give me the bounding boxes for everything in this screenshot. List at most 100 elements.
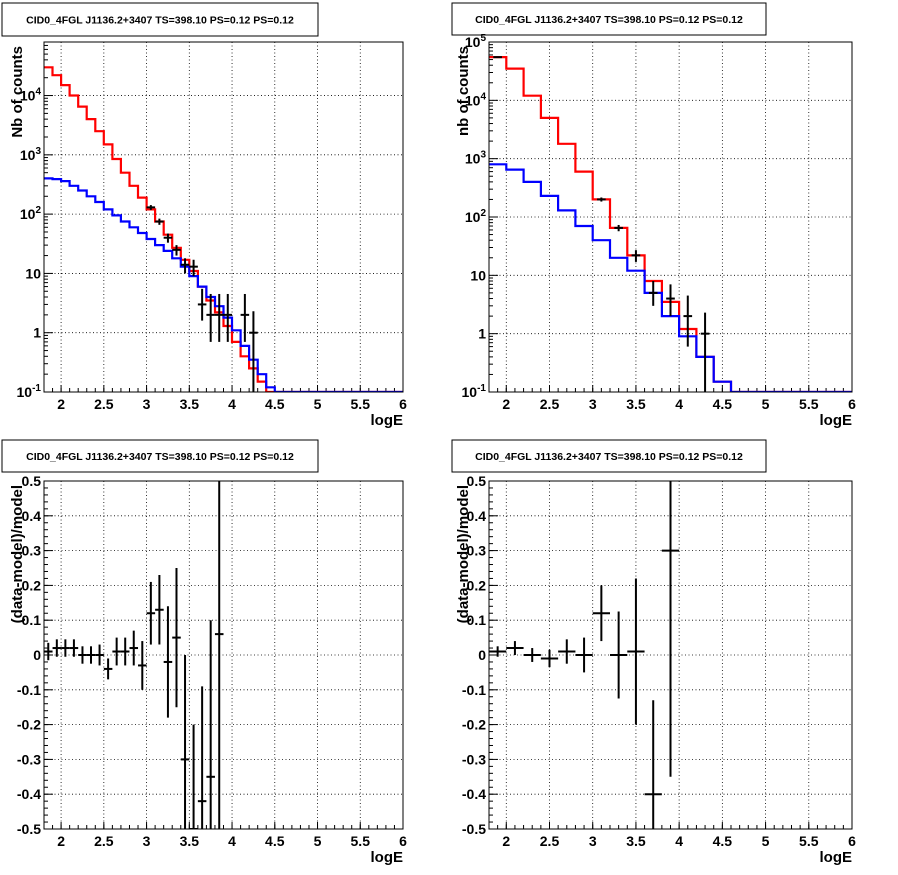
y-tick-label: 10 [470, 267, 486, 283]
x-tick-label: 3.5 [626, 396, 646, 412]
data-point [631, 250, 641, 262]
y-tick-label: 0.3 [467, 543, 487, 559]
data-layer [489, 481, 680, 829]
x-tick-label: 6 [399, 833, 407, 849]
y-axis-label: Nb of counts [9, 46, 26, 138]
chart-title: CID0_4FGL J1136.2+3407 TS=398.10 PS=0.12… [26, 451, 294, 463]
y-tick-label: 103 [465, 150, 487, 167]
x-tick-label: 2 [502, 833, 510, 849]
plot-top-left: CID0_4FGL J1136.2+3407 TS=398.10 PS=0.12… [1, 2, 407, 429]
y-tick-label: 0.1 [22, 612, 42, 628]
x-tick-label: 2 [57, 833, 65, 849]
y-tick-label: -0.4 [17, 786, 41, 802]
data-point [44, 642, 53, 661]
x-tick-label: 4.5 [265, 396, 285, 412]
x-tick-label: 5 [762, 396, 770, 412]
chart-title: CID0_4FGL J1136.2+3407 TS=398.10 PS=0.12… [475, 14, 743, 26]
y-tick-label: 0.2 [467, 577, 487, 593]
x-tick-label: 3.5 [180, 833, 200, 849]
data-point [69, 639, 79, 657]
data-point [146, 205, 156, 210]
data-point [112, 637, 121, 666]
plot-frame [488, 41, 853, 393]
data-point [558, 639, 576, 664]
x-tick-label: 4.5 [265, 833, 285, 849]
plot-frame [488, 480, 853, 830]
y-tick-label: 104 [465, 91, 487, 108]
data-point [206, 620, 215, 829]
x-tick-label: 5.5 [351, 833, 371, 849]
y-tick-label: -0.5 [462, 821, 486, 837]
data-point [614, 224, 623, 232]
data-point [172, 568, 181, 708]
plot-top-right: CID0_4FGL J1136.2+3407 TS=398.10 PS=0.12… [451, 2, 856, 429]
y-tick-label: 0.1 [467, 612, 487, 628]
y-tick-label: -0.1 [462, 682, 486, 698]
x-tick-label: 5.5 [799, 396, 819, 412]
data-point [489, 646, 507, 657]
x-tick-label: 3.5 [626, 833, 646, 849]
x-tick-label: 3 [589, 396, 597, 412]
data-point [155, 574, 164, 645]
data-point [138, 641, 147, 690]
x-tick-label: 5.5 [351, 396, 371, 412]
title-box [451, 2, 767, 36]
plot-bottom-right: CID0_4FGL J1136.2+3407 TS=398.10 PS=0.12… [451, 439, 856, 866]
title-box [1, 2, 319, 37]
plot-frame [43, 480, 404, 830]
x-tick-label: 6 [848, 396, 856, 412]
data-point [180, 258, 190, 274]
data-layer [44, 66, 403, 392]
x-tick-label: 4.5 [713, 833, 733, 849]
y-tick-label: -0.3 [17, 751, 41, 767]
data-point [155, 218, 164, 225]
data-point [197, 686, 207, 829]
data-point [249, 311, 258, 392]
x-tick-label: 6 [399, 396, 407, 412]
y-tick-label: 0.5 [22, 473, 42, 489]
data-point [129, 630, 139, 666]
data-point [666, 284, 675, 317]
x-tick-label: 3 [143, 833, 151, 849]
data-point [146, 581, 156, 645]
chart-title: CID0_4FGL J1136.2+3407 TS=398.10 PS=0.12… [475, 451, 743, 463]
data-point [214, 481, 224, 829]
data-layer [44, 481, 224, 829]
y-tick-label: 105 [465, 33, 487, 50]
data-point [86, 646, 96, 664]
x-axis-label: logE [820, 849, 853, 866]
y-tick-label: 102 [20, 205, 42, 222]
y-tick-label: -0.4 [462, 786, 486, 802]
y-tick-label: 103 [20, 146, 42, 163]
chart-title: CID0_4FGL J1136.2+3407 TS=398.10 PS=0.12… [26, 15, 294, 27]
y-tick-label: 0.3 [22, 543, 42, 559]
data-point [52, 639, 62, 657]
data-point [610, 611, 628, 699]
data-point [223, 293, 233, 342]
y-tick-label: 1 [478, 326, 486, 342]
data-point [644, 700, 662, 829]
y-tick-label: 0.2 [22, 577, 42, 593]
title-box [451, 439, 767, 473]
y-tick-label: -0.3 [462, 751, 486, 767]
x-tick-label: 4 [675, 833, 683, 849]
data-point [197, 288, 207, 321]
data-point [627, 578, 645, 725]
plot-frame [43, 41, 404, 393]
data-point [661, 481, 680, 777]
data-point [189, 259, 198, 277]
data-point [103, 658, 113, 680]
y-tick-label: 10 [25, 265, 41, 281]
data-point [523, 648, 541, 662]
data-point [597, 197, 606, 202]
y-tick-label: 1 [33, 325, 41, 341]
y-tick-label: 0 [478, 647, 486, 663]
x-tick-label: 3 [143, 396, 151, 412]
y-axis-label: (data-model)/model [9, 485, 26, 623]
data-point [78, 646, 87, 664]
y-tick-label: 10-1 [17, 383, 42, 400]
data-point [189, 724, 198, 829]
y-tick-label: 104 [20, 87, 42, 104]
y-tick-label: 10-1 [462, 383, 487, 400]
